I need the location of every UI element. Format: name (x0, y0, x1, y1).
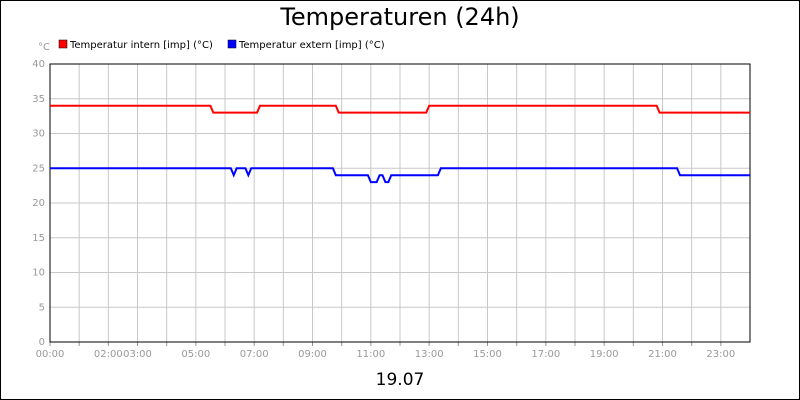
x-tick-label: 07:00 (240, 349, 269, 360)
line (50, 167, 750, 184)
y-unit: °C (38, 42, 50, 53)
x-tick-label: 21:00 (648, 349, 677, 360)
y-tick-label: 25 (32, 163, 45, 174)
x-tick-label: 05:00 (181, 349, 210, 360)
x-tick-label: 17:00 (531, 349, 560, 360)
y-tick-label: 35 (32, 94, 45, 105)
x-tick-label: 11:00 (356, 349, 385, 360)
y-tick-label: 10 (32, 268, 45, 279)
legend-label: Temperatur extern [imp] (°C) (238, 40, 385, 51)
legend-label: Temperatur intern [imp] (°C) (69, 40, 213, 51)
legend-swatch (227, 39, 237, 49)
x-tick-label: 03:00 (123, 349, 152, 360)
chart-title: Temperaturen (24h) (279, 3, 519, 31)
x-tick-label: 15:00 (473, 349, 502, 360)
x-tick-label: 02:00 (94, 349, 123, 360)
x-tick-label: 19:00 (590, 349, 619, 360)
x-tick-label: 09:00 (298, 349, 327, 360)
y-tick-label: 15 (32, 233, 45, 244)
x-tick-label: 13:00 (415, 349, 444, 360)
y-tick-label: 40 (32, 59, 45, 70)
x-tick-label: 00:00 (36, 349, 65, 360)
plot-area (49, 63, 751, 343)
x-tick-label: 23:00 (706, 349, 735, 360)
legend-swatch (58, 39, 68, 49)
y-tick-label: 5 (39, 302, 45, 313)
y-tick-label: 20 (32, 198, 45, 209)
line (50, 104, 750, 114)
y-tick-label: 0 (39, 337, 45, 348)
y-tick-label: 30 (32, 129, 45, 140)
date-label: 19.07 (376, 370, 425, 390)
